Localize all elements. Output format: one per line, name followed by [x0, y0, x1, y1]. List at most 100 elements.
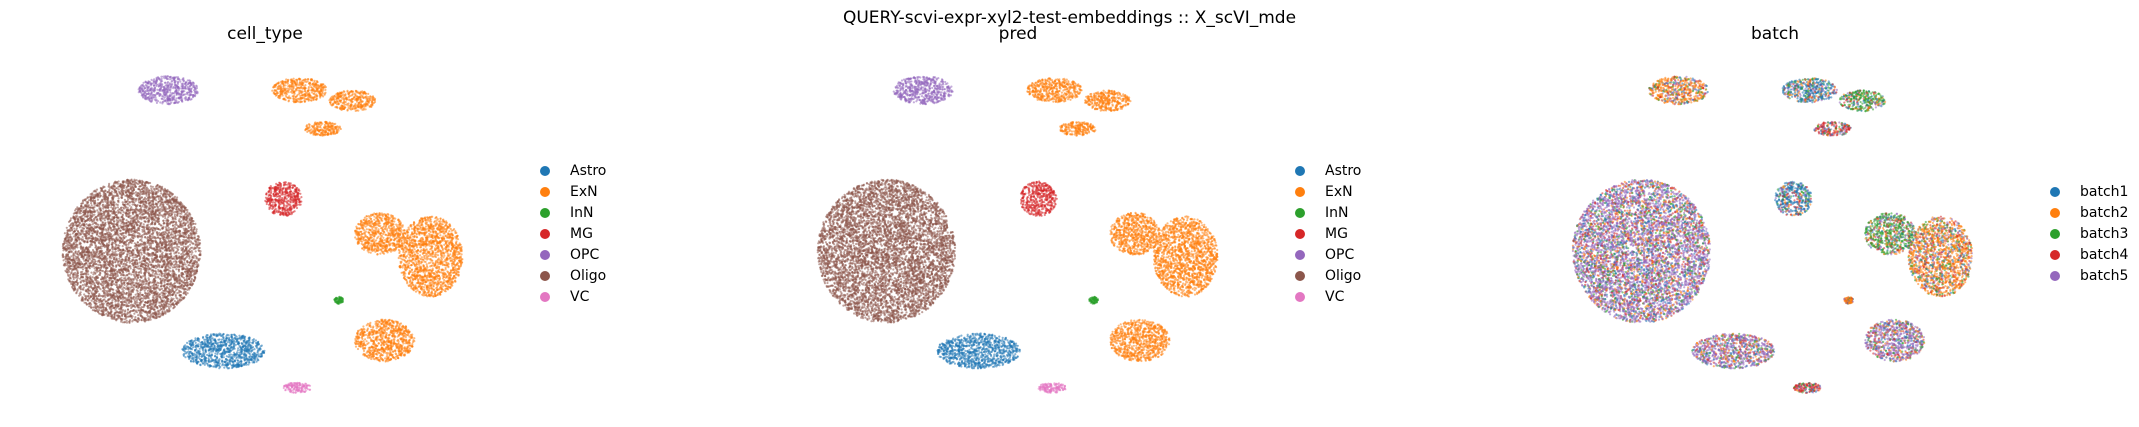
legend-marker: [1295, 249, 1305, 260]
legend-label: batch5: [2080, 268, 2128, 284]
cluster-exn: [353, 318, 416, 363]
cluster-opc: [137, 75, 199, 106]
cluster-batch5: [1571, 179, 1711, 324]
legend-item-batch2: batch2: [2050, 202, 2128, 223]
cluster-batch4: [1792, 381, 1822, 394]
legend-item-astro: Astro: [540, 160, 606, 181]
legend-label: MG: [1325, 226, 1348, 242]
legend-label: Astro: [1325, 163, 1361, 179]
legend-cell-type: Astro ExN InN MG OPC Oligo VC: [540, 160, 606, 307]
cluster-inn: [1088, 295, 1100, 305]
legend-label: VC: [1325, 289, 1344, 305]
cluster-exn: [1059, 120, 1097, 137]
legend-label: batch2: [2080, 205, 2128, 221]
legend-label: batch4: [2080, 247, 2128, 263]
cluster-exn: [1109, 211, 1162, 256]
cluster-batch4: [1813, 120, 1852, 137]
legend-marker: [2050, 207, 2060, 218]
legend-marker: [1295, 207, 1305, 218]
legend-marker: [2050, 270, 2060, 281]
legend-item-batch3: batch3: [2050, 223, 2128, 244]
legend-item-batch5: batch5: [2050, 265, 2128, 286]
panel-title-cell-type: cell_type: [65, 24, 465, 44]
legend-label: InN: [570, 205, 593, 221]
legend-label: OPC: [570, 247, 599, 263]
legend-marker: [1295, 270, 1305, 281]
cluster-exn: [304, 120, 342, 137]
cluster-batch2: [1843, 295, 1854, 305]
legend-item-oligo: Oligo: [1295, 265, 1361, 286]
legend-label: ExN: [1325, 184, 1353, 200]
cluster-vc: [1037, 382, 1067, 394]
cluster-mg: [264, 181, 303, 217]
legend-item-opc: OPC: [540, 244, 606, 265]
legend-label: ExN: [570, 184, 598, 200]
legend-label: batch3: [2080, 226, 2128, 242]
cluster-exn: [1152, 215, 1219, 298]
cluster-batch5: [1864, 318, 1926, 363]
embedding-scatter-pred: [816, 75, 1219, 394]
legend-label: Astro: [570, 163, 606, 179]
cluster-opc: [892, 75, 954, 106]
legend-label: batch1: [2080, 184, 2128, 200]
legend-marker: [1295, 165, 1305, 176]
cluster-batch2: [1907, 215, 1974, 298]
cluster-exn: [1084, 89, 1132, 112]
cluster-astro: [936, 332, 1021, 370]
legend-batch: batch1 batch2 batch3 batch4 batch5: [2050, 181, 2128, 286]
legend-label: VC: [570, 289, 589, 305]
cluster-batch3: [1838, 89, 1887, 113]
legend-label: Oligo: [570, 268, 606, 284]
legend-pred: Astro ExN InN MG OPC Oligo VC: [1295, 160, 1361, 307]
cluster-oligo: [816, 178, 957, 324]
legend-marker: [2050, 228, 2060, 239]
legend-marker: [1295, 228, 1305, 239]
cluster-exn: [354, 212, 407, 256]
cluster-batch1: [1781, 77, 1838, 104]
cluster-oligo: [61, 178, 202, 324]
embedding-scatter-batch: [1571, 75, 1974, 394]
legend-marker: [540, 165, 550, 176]
legend-item-inn: InN: [540, 202, 606, 223]
legend-item-inn: InN: [1295, 202, 1361, 223]
legend-item-exn: ExN: [1295, 181, 1361, 202]
cluster-batch1: [1774, 180, 1813, 217]
legend-marker: [540, 207, 550, 218]
legend-item-vc: VC: [1295, 286, 1361, 307]
legend-marker: [540, 249, 550, 260]
cluster-exn: [397, 215, 464, 298]
panel-title-pred: pred: [818, 24, 1218, 44]
legend-item-mg: MG: [1295, 223, 1361, 244]
legend-marker: [1295, 291, 1305, 302]
legend-item-batch4: batch4: [2050, 244, 2128, 265]
panel-title-batch: batch: [1575, 24, 1975, 44]
legend-item-opc: OPC: [1295, 244, 1361, 265]
legend-marker: [2050, 186, 2060, 197]
legend-marker: [540, 270, 550, 281]
legend-item-oligo: Oligo: [540, 265, 606, 286]
cluster-batch3: [1864, 212, 1917, 256]
legend-marker: [2050, 249, 2060, 260]
legend-item-batch1: batch1: [2050, 181, 2128, 202]
cluster-exn: [328, 89, 377, 112]
cluster-inn: [333, 295, 344, 305]
cluster-astro: [181, 332, 266, 370]
cluster-mg: [1019, 180, 1058, 217]
legend-marker: [1295, 186, 1305, 197]
legend-label: MG: [570, 226, 593, 242]
legend-label: OPC: [1325, 247, 1354, 263]
legend-item-vc: VC: [540, 286, 606, 307]
cluster-exn: [1026, 77, 1083, 104]
legend-item-mg: MG: [540, 223, 606, 244]
figure-suptitle: QUERY-scvi-expr-xyl2-test-embeddings :: …: [0, 8, 2139, 28]
legend-marker: [540, 291, 550, 302]
cluster-exn: [271, 77, 327, 104]
cluster-exn: [1109, 318, 1171, 363]
legend-item-astro: Astro: [1295, 160, 1361, 181]
cluster-batch5: [1691, 332, 1776, 370]
embedding-scatter-cell-type: [61, 75, 464, 394]
cluster-batch2: [1648, 75, 1709, 106]
legend-label: InN: [1325, 205, 1348, 221]
legend-item-exn: ExN: [540, 181, 606, 202]
legend-label: Oligo: [1325, 268, 1361, 284]
